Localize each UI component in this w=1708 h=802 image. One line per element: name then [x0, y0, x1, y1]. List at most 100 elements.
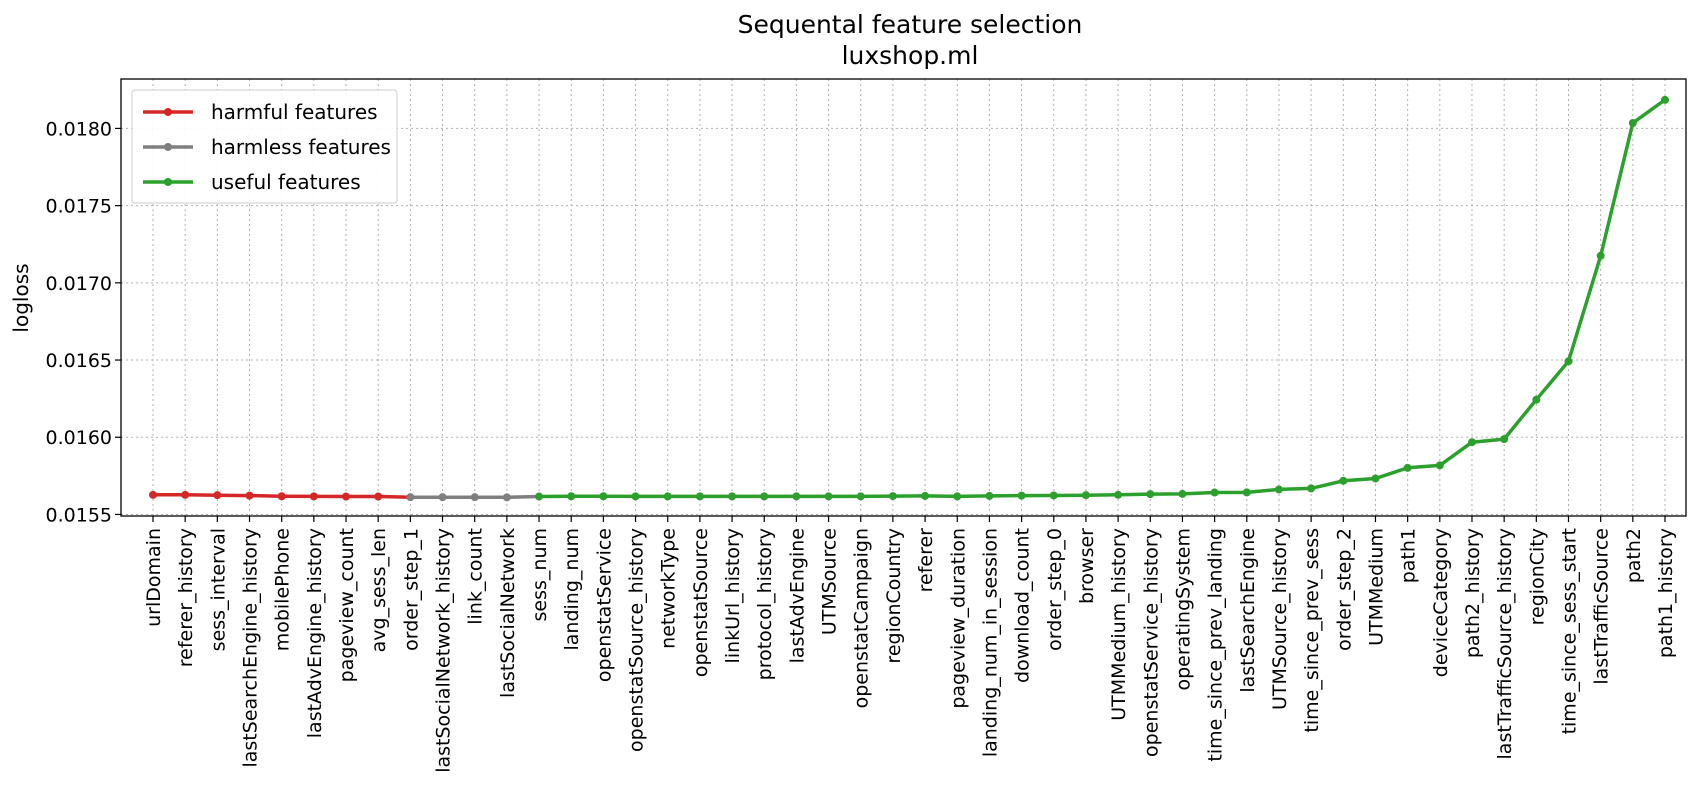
data-point — [1178, 489, 1187, 498]
data-point — [1114, 490, 1123, 499]
data-point — [1564, 357, 1573, 366]
x-tick-label: landing_num_in_session — [979, 528, 1001, 757]
x-tick-label: time_since_prev_landing — [1205, 528, 1227, 762]
data-point — [1628, 119, 1637, 128]
x-tick-label: time_since_sess_start — [1558, 528, 1580, 734]
x-tick-label: pageview_duration — [947, 528, 969, 709]
data-point — [695, 492, 704, 501]
legend-label: harmful features — [211, 100, 378, 124]
y-axis: 0.0155 0.0160 0.0165 0.0170 0.0175 0.0180 — [46, 118, 121, 526]
data-point — [213, 491, 222, 500]
data-point — [1146, 490, 1155, 499]
x-tick-label: UTMMedium — [1365, 528, 1387, 646]
x-tick-label: path2_history — [1462, 528, 1484, 658]
x-tick-label: openstatSource — [690, 528, 712, 677]
x-tick-label: pageview_count — [336, 528, 358, 682]
data-point — [438, 493, 447, 502]
data-point — [1467, 438, 1476, 447]
data-point — [953, 492, 962, 501]
x-tick-label: link_count — [465, 528, 487, 625]
x-tick-label: urlDomain — [143, 528, 165, 627]
x-tick-label: lastTrafficSource_history — [1494, 528, 1516, 759]
x-tick-label: path1_history — [1655, 528, 1677, 658]
data-point — [1242, 488, 1251, 497]
x-tick-label: order_step_0 — [1044, 528, 1066, 651]
x-tick-label: time_since_prev_sess — [1301, 528, 1323, 733]
x-tick-label: lastTrafficSource — [1591, 528, 1613, 685]
x-tick-label: landing_num — [561, 528, 583, 651]
x-tick-label: protocol_history — [754, 528, 776, 680]
y-axis-label: logloss — [9, 263, 33, 332]
data-point — [888, 492, 897, 501]
data-point — [921, 491, 930, 500]
data-point — [824, 492, 833, 501]
data-point — [535, 492, 544, 501]
data-point — [1371, 474, 1380, 483]
data-point — [181, 490, 190, 499]
data-point — [1081, 491, 1090, 500]
x-tick-label: lastSocialNetwork — [497, 528, 519, 698]
data-point — [406, 493, 415, 502]
x-tick-label: regionCountry — [883, 528, 905, 664]
data-point — [502, 493, 511, 502]
y-tick-label: 0.0180 — [46, 118, 112, 140]
data-point — [149, 490, 157, 499]
plot-frame — [120, 78, 1687, 517]
data-point — [245, 491, 254, 500]
x-tick-label: lastSearchEngine — [1237, 528, 1259, 693]
legend-label: useful features — [211, 170, 361, 194]
y-tick-label: 0.0175 — [46, 196, 112, 218]
data-point — [599, 492, 608, 501]
data-point — [985, 491, 994, 500]
x-tick-label: mobilePhone — [272, 528, 294, 651]
data-point — [1274, 485, 1283, 494]
x-tick-label: UTMMedium_history — [1108, 528, 1130, 721]
data-point — [1500, 435, 1509, 444]
legend-box — [131, 89, 398, 204]
data-point — [760, 492, 769, 501]
data-point — [663, 492, 672, 501]
x-tick-label: download_count — [1012, 528, 1034, 683]
chart-title: Sequental feature selection — [738, 10, 1083, 39]
x-tick-label: linkUrl_history — [722, 528, 744, 663]
data-point — [631, 492, 640, 501]
x-tick-label: order_step_2 — [1333, 528, 1355, 651]
x-tick-label: deviceCategory — [1430, 528, 1452, 677]
x-tick-label: browser — [1076, 528, 1098, 604]
data-point — [1049, 491, 1058, 500]
x-tick-label: lastSearchEngine_history — [240, 528, 262, 768]
x-tick-label: lastAdvEngine — [786, 528, 808, 663]
data-point — [1435, 461, 1444, 470]
x-tick-label: openstatService_history — [1140, 528, 1162, 757]
data-point — [728, 492, 737, 501]
x-tick-label: path1 — [1398, 528, 1420, 583]
x-tick-label: UTMSource_history — [1269, 528, 1291, 710]
x-tick-label: referer — [915, 528, 937, 593]
x-tick-label: UTMSource — [819, 528, 841, 635]
data-point — [1307, 484, 1316, 493]
data-point — [1017, 491, 1026, 500]
x-tick-label: lastSocialNetwork_history — [433, 528, 455, 773]
data-point — [1532, 395, 1541, 404]
legend: harmful features harmless features useful … — [131, 89, 398, 204]
legend-marker — [164, 143, 172, 151]
x-axis: urlDomain referer_history sess_interval las… — [143, 516, 1677, 773]
legend-label: harmless features — [211, 135, 391, 159]
chart-subtitle: luxshop.ml — [842, 41, 979, 70]
x-tick-label: sess_num — [529, 528, 551, 621]
data-point — [1596, 251, 1605, 260]
data-point — [567, 492, 576, 501]
x-tick-label: operatingSystem — [1172, 528, 1194, 691]
data-point — [792, 492, 801, 501]
data-point — [277, 492, 286, 501]
data-point — [1403, 463, 1412, 472]
y-tick-label: 0.0170 — [46, 273, 112, 295]
x-tick-label: openstatService — [593, 528, 615, 682]
x-tick-label: regionCity — [1526, 528, 1548, 625]
x-tick-label: path2 — [1623, 528, 1645, 583]
legend-marker — [164, 178, 172, 186]
data-points — [149, 95, 1669, 502]
x-tick-label: referer_history — [175, 528, 197, 667]
x-tick-label: networkType — [658, 528, 680, 649]
